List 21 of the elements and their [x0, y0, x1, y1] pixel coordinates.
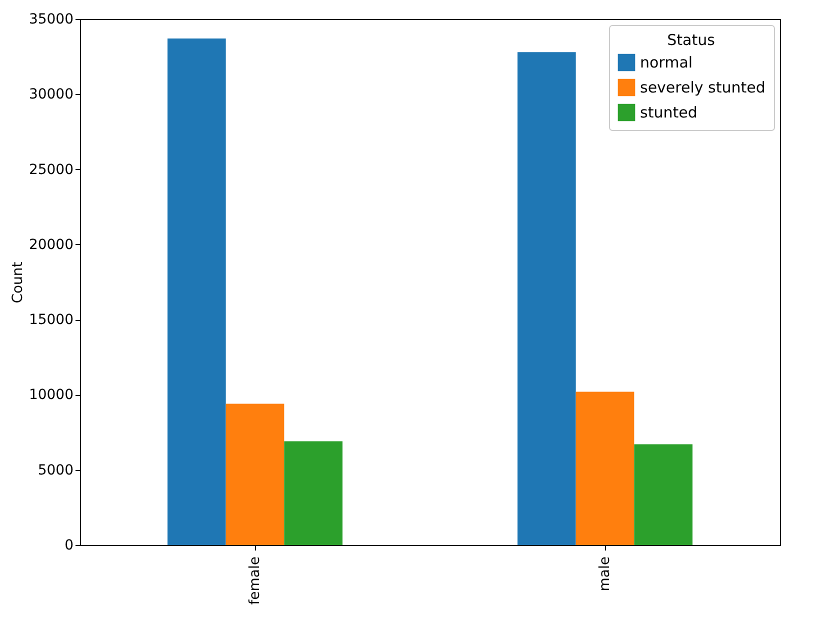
y-tick-label: 30000	[28, 86, 74, 103]
legend-label: severely stunted	[640, 78, 766, 96]
y-tick-label: 20000	[28, 236, 74, 253]
y-tick-label: 10000	[28, 387, 74, 404]
bar	[284, 441, 342, 545]
legend-title: Status	[667, 31, 716, 49]
legend-label: stunted	[640, 104, 698, 122]
bar	[226, 404, 284, 545]
bar	[576, 392, 634, 545]
y-tick-label: 0	[64, 538, 74, 554]
x-tick-label: female	[247, 556, 263, 605]
y-tick-label: 35000	[28, 12, 74, 28]
y-tick-label: 25000	[28, 162, 74, 178]
bar	[518, 52, 576, 545]
x-tick-label: male	[597, 556, 613, 592]
bar	[634, 444, 692, 545]
bar	[168, 38, 226, 545]
y-tick-label: 15000	[28, 312, 74, 328]
y-tick-label: 5000	[38, 462, 74, 478]
y-axis-title: Count	[10, 261, 26, 304]
legend-label: normal	[640, 54, 693, 72]
